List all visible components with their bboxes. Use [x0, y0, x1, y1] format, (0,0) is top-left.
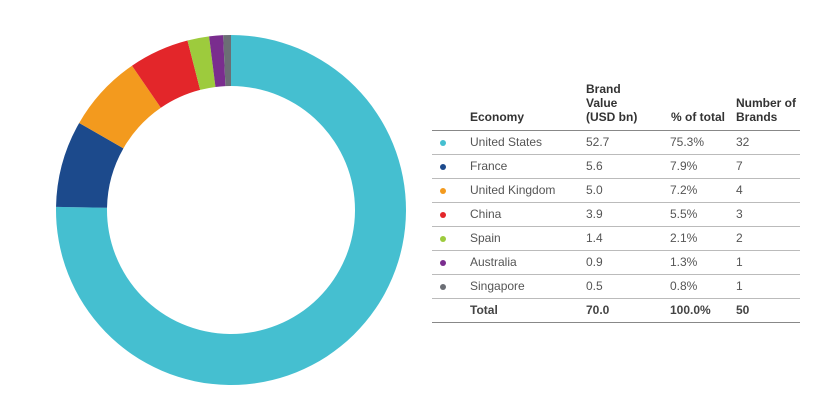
column-header: Number of Brands: [736, 82, 800, 131]
table-cell: Australia: [470, 250, 586, 275]
donut-slice: [223, 35, 231, 87]
column-header: % of total: [670, 82, 736, 131]
table-cell: 2: [736, 226, 800, 251]
table-cell: France: [470, 154, 586, 179]
table-cell: 100.0%: [670, 298, 736, 323]
table-cell: [432, 250, 470, 275]
table-cell: 1.3%: [670, 250, 736, 275]
table-cell: [432, 154, 470, 179]
donut-slice: [209, 35, 226, 87]
table-row: Spain 1.4 2.1% 2: [432, 226, 800, 251]
table-cell: 1: [736, 250, 800, 275]
table-cell: [432, 178, 470, 203]
legend-dot: [440, 212, 446, 218]
table-row: United Kingdom 5.0 7.2% 4: [432, 178, 800, 203]
table-row: China 3.9 5.5% 3: [432, 202, 800, 227]
table-cell: 70.0: [586, 298, 670, 323]
column-header: Economy: [470, 82, 586, 131]
legend-dot: [440, 140, 446, 146]
legend-dot: [440, 188, 446, 194]
table-cell: 7.9%: [670, 154, 736, 179]
brand-table: Economy Brand Value (USD bn) % of total …: [432, 82, 800, 323]
table-cell: [432, 298, 470, 323]
table-cell: 0.5: [586, 274, 670, 299]
table-row: Singapore 0.5 0.8% 1: [432, 274, 800, 299]
donut-slice: [56, 122, 124, 208]
table-cell: 75.3%: [670, 130, 736, 155]
column-header: Brand Value (USD bn): [586, 82, 670, 131]
table-cell: 32: [736, 130, 800, 155]
table-cell: United Kingdom: [470, 178, 586, 203]
table-cell: 1: [736, 274, 800, 299]
table-cell: 0.8%: [670, 274, 736, 299]
table-cell: 1.4: [586, 226, 670, 251]
legend-dot: [440, 260, 446, 266]
table-cell: 5.6: [586, 154, 670, 179]
legend-dot: [440, 284, 446, 290]
total-row: Total 70.0 100.0% 50: [432, 298, 800, 323]
table-cell: 52.7: [586, 130, 670, 155]
table-row: Australia 0.9 1.3% 1: [432, 250, 800, 275]
table-cell: 2.1%: [670, 226, 736, 251]
table-cell: 5.0: [586, 178, 670, 203]
table-cell: 7.2%: [670, 178, 736, 203]
table-cell: Singapore: [470, 274, 586, 299]
table-cell: 7: [736, 154, 800, 179]
table-cell: 0.9: [586, 250, 670, 275]
table-cell: [432, 130, 470, 155]
table-cell: Total: [470, 298, 586, 323]
table-cell: 4: [736, 178, 800, 203]
header-row: Economy Brand Value (USD bn) % of total …: [432, 82, 800, 131]
table-cell: Spain: [470, 226, 586, 251]
table-row: France 5.6 7.9% 7: [432, 154, 800, 179]
donut-slice: [131, 40, 201, 108]
table-cell: [432, 202, 470, 227]
table-cell: 50: [736, 298, 800, 323]
donut-slice: [79, 65, 161, 149]
table-cell: [432, 274, 470, 299]
table-cell: 5.5%: [670, 202, 736, 227]
table-cell: [432, 226, 470, 251]
table-row: United States 52.7 75.3% 32: [432, 130, 800, 155]
legend-dot: [440, 236, 446, 242]
table-cell: 3: [736, 202, 800, 227]
table-cell: China: [470, 202, 586, 227]
legend-dot: [440, 164, 446, 170]
table-cell: United States: [470, 130, 586, 155]
table-cell: 3.9: [586, 202, 670, 227]
donut-chart: [55, 35, 406, 386]
donut-slice: [187, 36, 216, 90]
